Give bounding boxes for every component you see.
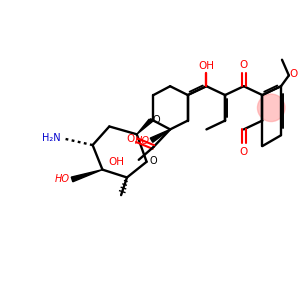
Text: OH: OH	[198, 61, 214, 70]
Text: O: O	[149, 156, 157, 166]
Text: OH: OH	[108, 157, 124, 167]
Text: O: O	[240, 59, 248, 70]
Polygon shape	[71, 169, 102, 182]
Circle shape	[257, 94, 285, 122]
Text: O: O	[127, 134, 135, 144]
Polygon shape	[150, 129, 170, 142]
Polygon shape	[151, 118, 154, 122]
Text: O: O	[152, 115, 160, 124]
Text: O: O	[240, 147, 248, 157]
Polygon shape	[137, 119, 152, 134]
Text: H₂N: H₂N	[42, 133, 60, 143]
Text: HO: HO	[134, 136, 149, 146]
Text: O: O	[290, 70, 298, 80]
Text: HO: HO	[55, 174, 70, 184]
